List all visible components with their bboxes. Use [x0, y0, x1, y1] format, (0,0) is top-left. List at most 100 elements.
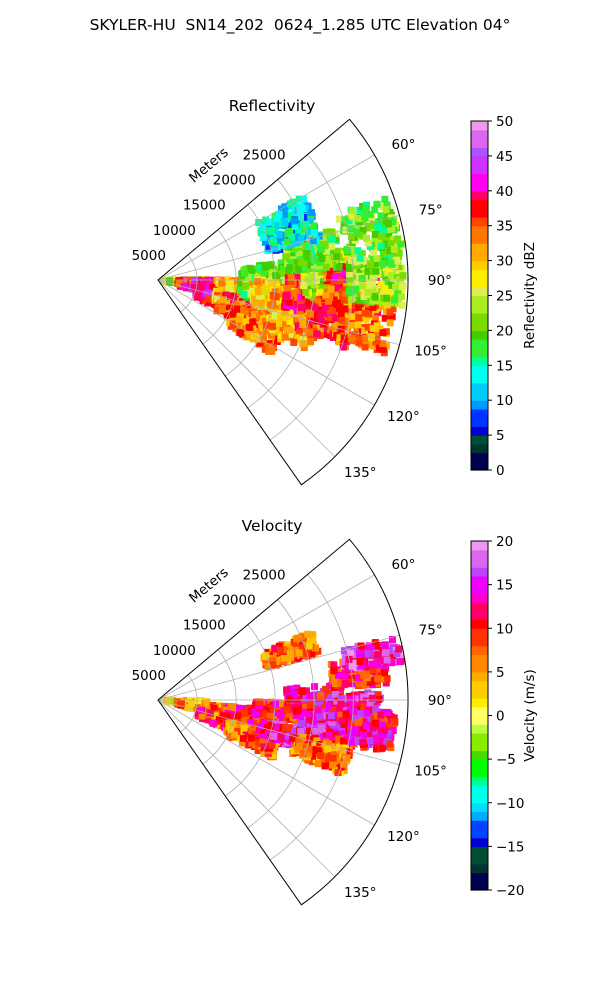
- reflectivity-gate: [358, 250, 366, 258]
- reflectivity-plot-frame: [157, 118, 409, 486]
- reflectivity-gate: [387, 299, 395, 307]
- reflectivity-gate: [248, 269, 256, 277]
- reflectivity-gate: [291, 223, 299, 231]
- reflectivity-gate: [213, 307, 221, 315]
- velocity-gate: [234, 723, 242, 731]
- reflectivity-colorbar-tick-label: 20: [496, 323, 513, 339]
- reflectivity-gate: [379, 298, 387, 306]
- reflectivity-gate: [318, 255, 326, 263]
- reflectivity-gate: [386, 319, 394, 327]
- velocity-gate: [202, 701, 210, 709]
- reflectivity-gate: [371, 235, 379, 243]
- velocity-gate: [324, 745, 332, 753]
- reflectivity-colorbar-segment: [471, 251, 488, 262]
- reflectivity-gate: [333, 284, 341, 292]
- reflectivity-gate: [290, 198, 298, 206]
- reflectivity-gate: [300, 195, 308, 203]
- reflectivity-gate: [246, 331, 254, 339]
- reflectivity-gate: [388, 313, 396, 321]
- reflectivity-gate: [369, 324, 377, 332]
- reflectivity-gate: [261, 238, 269, 246]
- reflectivity-gate: [328, 265, 336, 273]
- reflectivity-gate: [224, 292, 232, 300]
- velocity-gate: [329, 761, 337, 769]
- reflectivity-gate: [382, 240, 390, 248]
- reflectivity-gate: [326, 306, 334, 314]
- reflectivity-gate: [390, 235, 398, 243]
- velocity-gate: [265, 707, 273, 715]
- velocity-gate: [324, 720, 332, 728]
- reflectivity-gate: [309, 322, 317, 330]
- reflectivity-gate: [279, 265, 287, 273]
- velocity-gate: [321, 762, 329, 770]
- reflectivity-gate: [347, 212, 355, 220]
- reflectivity-gate: [300, 344, 308, 352]
- reflectivity-gate: [256, 312, 264, 320]
- velocity-gate: [198, 706, 206, 714]
- velocity-gate: [184, 703, 192, 711]
- reflectivity-gate: [261, 283, 269, 291]
- reflectivity-gate: [361, 309, 369, 317]
- velocity-gate: [311, 683, 319, 691]
- reflectivity-gate: [290, 299, 298, 307]
- reflectivity-azimuth-gridline: [157, 214, 400, 281]
- reflectivity-gate: [293, 273, 301, 281]
- velocity-gate: [266, 722, 274, 730]
- velocity-gate: [315, 713, 323, 721]
- reflectivity-gate: [308, 209, 316, 217]
- velocity-gate: [329, 754, 337, 762]
- reflectivity-gate: [314, 298, 322, 306]
- velocity-gate: [239, 734, 247, 742]
- reflectivity-gate: [361, 343, 369, 351]
- reflectivity-gate: [319, 284, 327, 292]
- reflectivity-gate: [354, 321, 362, 329]
- reflectivity-colorbar-segment: [471, 295, 488, 305]
- reflectivity-radial-tick-label: 10000: [153, 223, 196, 239]
- velocity-gate: [283, 706, 291, 714]
- reflectivity-gate: [295, 228, 303, 236]
- reflectivity-colorbar-tick-label: 45: [496, 149, 513, 165]
- reflectivity-gate: [365, 224, 373, 232]
- reflectivity-gate: [393, 256, 401, 264]
- reflectivity-gate: [299, 321, 307, 329]
- reflectivity-panel-title: Reflectivity: [228, 97, 316, 115]
- reflectivity-gate: [265, 218, 273, 226]
- reflectivity-gate: [281, 219, 289, 227]
- reflectivity-gate: [229, 310, 237, 318]
- reflectivity-gate: [340, 275, 348, 283]
- reflectivity-colorbar-segment: [471, 391, 488, 401]
- reflectivity-gate: [334, 321, 342, 329]
- reflectivity-colorbar-segment: [471, 356, 488, 366]
- velocity-gate: [262, 699, 270, 707]
- reflectivity-gate: [362, 257, 370, 265]
- reflectivity-gate: [272, 298, 280, 306]
- reflectivity-gate: [295, 213, 303, 221]
- velocity-gate: [321, 758, 329, 766]
- reflectivity-gate: [387, 272, 395, 280]
- reflectivity-gate: [268, 322, 276, 330]
- reflectivity-gate: [341, 216, 349, 224]
- reflectivity-gate: [372, 315, 380, 323]
- reflectivity-gate: [379, 302, 387, 310]
- reflectivity-gate: [245, 297, 253, 305]
- reflectivity-colorbar-segment: [471, 365, 488, 375]
- reflectivity-range-ring: [180, 254, 198, 313]
- reflectivity-gate: [262, 317, 270, 325]
- velocity-gate: [272, 723, 280, 731]
- reflectivity-gate: [347, 256, 355, 264]
- reflectivity-gate: [316, 288, 324, 296]
- reflectivity-gate: [280, 322, 288, 330]
- reflectivity-gate: [383, 294, 391, 302]
- reflectivity-gate: [235, 316, 243, 324]
- reflectivity-gate: [274, 236, 282, 244]
- reflectivity-gate: [348, 206, 356, 214]
- velocity-gate: [327, 694, 335, 702]
- reflectivity-gate: [297, 304, 305, 312]
- reflectivity-gate: [394, 252, 402, 260]
- reflectivity-colorbar-tick-label: 40: [496, 184, 513, 200]
- reflectivity-colorbar-segment: [471, 286, 488, 297]
- reflectivity-gate: [372, 267, 380, 275]
- reflectivity-gate: [279, 234, 287, 242]
